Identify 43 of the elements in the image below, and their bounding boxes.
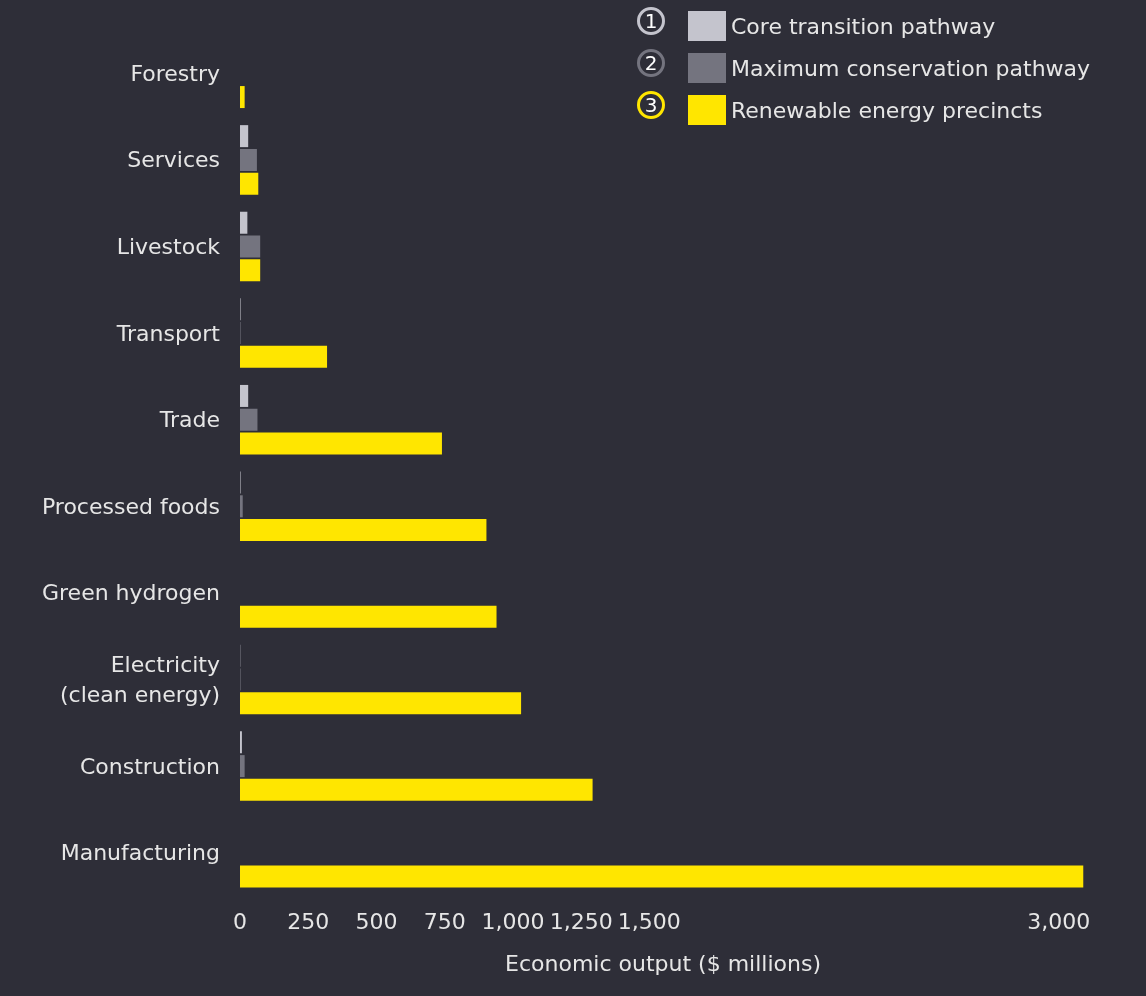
bar [240,125,249,148]
bar [240,408,258,431]
x-axis-title: Economic output ($ millions) [505,950,821,976]
bar [240,172,259,195]
bar [240,211,248,234]
bar [240,865,1084,888]
y-tick-label: Transport [115,320,221,346]
legend-label: Maximum conservation pathway [731,55,1091,81]
legend-label: Renewable energy precincts [731,97,1043,123]
bar [240,148,257,171]
y-tick-label: Manufacturing [60,840,220,866]
x-tick-label: 250 [287,908,330,934]
bar [240,755,245,778]
y-tick-label: Trade [158,407,220,433]
x-tick-label: 0 [233,908,247,934]
x-tick-label: 750 [423,908,466,934]
bar [240,519,487,542]
bar [240,384,249,407]
y-tick-label: Electricity (clean energy) [60,652,220,707]
bar [240,495,243,518]
bar [240,259,261,282]
x-tick-label: 1,000 [481,908,545,934]
y-tick-label: Forestry [130,60,220,86]
circled-number-icon: 1 [637,7,665,35]
x-tick-label: 1,500 [617,908,681,934]
legend-label: Core transition pathway [731,13,996,39]
bar [240,778,593,801]
circled-number-icon: 3 [637,91,665,119]
y-tick-label: Livestock [116,234,221,259]
y-tick-label: Green hydrogen [41,580,220,606]
bar [240,692,522,715]
x-tick-label: 500 [355,908,398,934]
x-tick-label: 1,250 [549,908,613,934]
x-tick-label: 3,000 [1027,908,1091,934]
y-tick-label: Services [127,147,220,173]
circled-number-icon: 2 [637,49,665,77]
y-tick-label: Construction [79,753,220,779]
y-tick-label: Processed foods [41,493,220,519]
bar [240,235,261,258]
bar [240,605,497,628]
bar [240,432,442,455]
bar [240,86,245,109]
bar [240,345,328,368]
